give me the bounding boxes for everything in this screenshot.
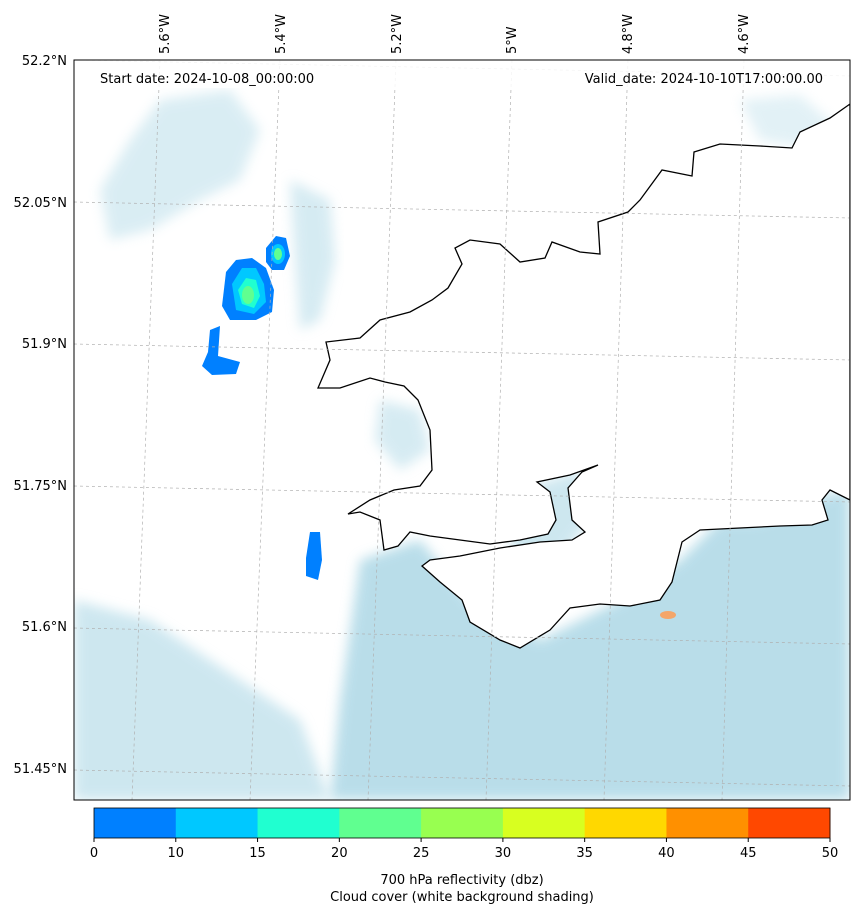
start-date-label: Start date: 2024-10-08_00:00:00: [100, 72, 314, 87]
colorbar-tick-label: 45: [740, 846, 757, 861]
lon-tick-label: 5°W: [505, 26, 520, 54]
lat-tick-labels: 52.2°N 52.05°N 51.9°N 51.75°N 51.6°N 51.…: [14, 54, 67, 777]
colorbar-label-line1: 700 hPa reflectivity (dbz): [380, 873, 543, 888]
colorbar-segment: [175, 808, 259, 838]
lon-tick-label: 4.6°W: [737, 14, 752, 54]
lon-tick-label: 4.8°W: [621, 14, 636, 54]
colorbar-frame: [93, 807, 831, 839]
colorbar-tick-label: 10: [168, 846, 185, 861]
colorbar-segment: [421, 808, 504, 838]
lat-tick-label: 52.05°N: [14, 196, 67, 211]
valid-date-label: Valid_date: 2024-10-10T17:00:00.00: [585, 72, 823, 87]
lat-tick-label: 51.75°N: [14, 479, 67, 494]
lat-tick-label: 51.45°N: [14, 762, 67, 777]
colorbar-tick-label: 40: [658, 846, 675, 861]
lon-tick-labels: 5.6°W 5.4°W 5.2°W 5°W 4.8°W 4.6°W: [158, 14, 752, 54]
colorbar-segment: [339, 808, 422, 838]
offshore-spot: [660, 611, 676, 619]
colorbar-segment: [257, 808, 340, 838]
colorbar-tick-label: 50: [822, 846, 839, 861]
colorbar-tick-label: 0: [90, 846, 98, 861]
colorbar-segment: [666, 808, 749, 838]
reflectivity-cells: [202, 236, 322, 580]
colorbar-tick-label: 15: [249, 846, 266, 861]
colorbar-tick-label: 30: [495, 846, 512, 861]
header-band: [74, 60, 850, 88]
colorbar-tick-label: 20: [331, 846, 348, 861]
lat-tick-label: 51.9°N: [22, 337, 67, 352]
lon-tick-label: 5.4°W: [274, 14, 289, 54]
colorbar-segment: [748, 808, 831, 838]
map-content: [74, 60, 850, 800]
colorbar-segment: [502, 808, 586, 838]
colorbar-tick-label: 35: [576, 846, 593, 861]
colorbar-segment: [94, 808, 177, 838]
colorbar-label-line2: Cloud cover (white background shading): [330, 890, 594, 905]
colorbar-segment: [584, 808, 667, 838]
colorbar: 0 10 15 20 25 30 35 40 45 50: [90, 807, 839, 861]
lat-tick-label: 51.6°N: [22, 620, 67, 635]
map-frame: [73, 59, 851, 801]
lon-tick-label: 5.2°W: [390, 14, 405, 54]
lat-tick-label: 52.2°N: [22, 54, 67, 69]
lon-tick-label: 5.6°W: [158, 14, 173, 54]
colorbar-tick-label: 25: [413, 846, 430, 861]
